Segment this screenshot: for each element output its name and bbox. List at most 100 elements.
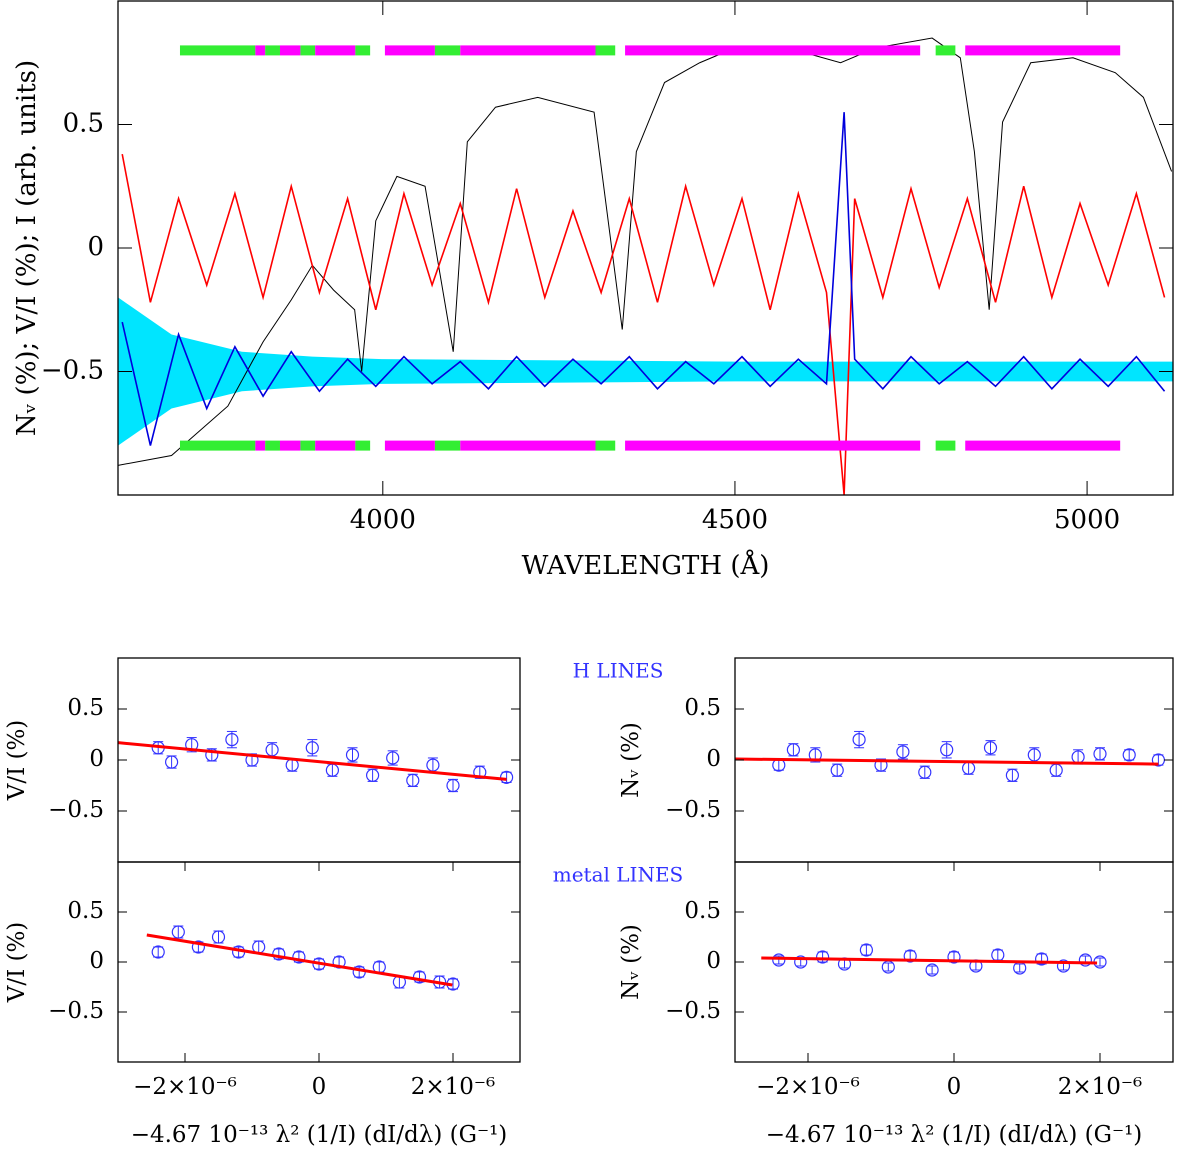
y-tick-label: −0.5 [665,998,721,1024]
plot-area [118,730,514,793]
data-point [918,765,932,779]
mask-segment [434,45,461,56]
data-point [332,955,346,969]
mask-segment [315,440,356,451]
data-point [225,732,239,747]
spectrum-line [121,153,1166,495]
fit-line [146,933,453,987]
y-tick-label: 0 [89,948,104,974]
data-point [859,943,874,957]
x-tick-label: 4000 [350,505,416,535]
data-point [165,755,179,769]
panel: −0.5 0 0.5 4000 4500 5000 WAVELENGTH (Å) Nᵥ (%)… [12,0,1174,581]
x-axis-label: −4.67 10⁻¹³ λ² (1/I) (dI/dλ) (G⁻¹) [131,1122,508,1148]
data-point [903,949,917,963]
y-axis-label: Nᵥ (%) [618,924,644,1000]
plot-area [761,943,1107,977]
mask-segment [935,45,956,56]
mask-segment [300,440,316,451]
mask-segment [255,45,266,56]
plot-area [118,37,1173,495]
x-tick-label: −2×10⁻⁶ [756,1074,860,1100]
mask-segment [179,45,256,56]
data-point [896,745,910,759]
y-tick-label: 0.5 [684,695,721,721]
spectrum-line [118,37,1173,466]
data-point [947,950,961,964]
data-point [205,748,219,762]
error-band [118,297,1173,446]
mask-segment [279,440,301,451]
x-axis-label: WAVELENGTH (Å) [522,549,770,581]
mask-segment [434,440,461,451]
data-point [983,741,998,755]
spectrum-line [121,112,1166,446]
plot-area [146,925,460,991]
mask-segment [965,440,1121,451]
data-point [272,947,286,961]
plot-area [735,730,1166,782]
data-point [446,778,460,793]
mask-segment [179,440,256,451]
x-tick-label: 4500 [702,505,768,535]
y-tick-label: 0 [706,948,721,974]
data-point [772,953,786,967]
data-point [940,743,954,757]
data-point [1056,959,1071,973]
data-point [1027,748,1041,762]
data-point [386,751,400,765]
x-tick-label: 0 [312,1074,327,1100]
mask-segment [255,440,266,451]
data-point [874,758,888,772]
fit-line [761,956,1098,965]
mask-segment [460,45,596,56]
panel-annotation: metal LINES [553,863,684,887]
data-point [794,955,808,969]
x-tick-label: 5000 [1054,505,1120,535]
y-tick-label: 0.5 [67,898,104,924]
mask-segment [300,45,316,56]
panel-annotation: H LINES [573,659,664,683]
y-tick-label: −0.5 [48,797,104,823]
mask-segment [355,45,371,56]
data-point [830,763,844,777]
data-point [406,773,420,788]
y-axis-label: V/I (%) [4,922,30,1004]
x-tick-label: 2×10⁻⁶ [1058,1074,1143,1100]
y-tick-label: 0.5 [684,898,721,924]
data-point [345,748,360,762]
y-tick-label: 0.5 [63,109,104,139]
y-axis-label: Nᵥ (%) [618,722,644,798]
data-point [412,970,427,984]
mask-segment [355,440,371,451]
data-point [1005,768,1020,782]
data-point [292,950,306,964]
mask-segment [265,45,280,56]
data-point [1034,952,1049,966]
mask-segment [965,45,1121,56]
mask-segment [625,45,921,56]
x-tick-label: 0 [947,1074,962,1100]
x-tick-label: 2×10⁻⁶ [411,1074,496,1100]
data-point [191,940,205,954]
data-point [1078,953,1093,967]
y-axis-label: Nᵥ (%); V/I (%); I (arb. units) [12,60,42,436]
mask-segment [279,45,301,56]
data-point [1093,747,1107,761]
mask-segment [460,440,596,451]
mask-segment [265,440,280,451]
y-tick-label: 0 [89,746,104,772]
y-tick-label: 0.5 [67,695,104,721]
mask-segment [595,440,616,451]
data-point [1122,748,1136,762]
y-tick-label: −0.5 [48,998,104,1024]
data-point [786,743,801,757]
data-point [815,950,830,964]
data-point [211,930,226,944]
data-point [151,945,165,959]
data-point [852,732,866,747]
x-axis-label: −4.67 10⁻¹³ λ² (1/I) (dI/dλ) (G⁻¹) [766,1122,1143,1148]
data-point [925,963,939,977]
panel: −0.5 0 0.5 −2×10⁻⁶ 0 2×10⁻⁶ −4.67 10⁻¹³ λ² (1/… [618,861,1174,1148]
